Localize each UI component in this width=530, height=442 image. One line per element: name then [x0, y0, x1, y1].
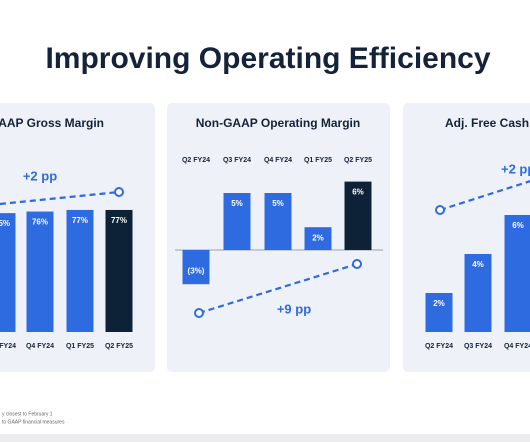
x-tick-label: Q1 FY25 — [304, 157, 332, 164]
trend-line — [439, 180, 530, 212]
trend-point — [194, 308, 204, 318]
x-tick-label: Q2 FY24 — [182, 157, 210, 164]
bar — [344, 181, 372, 250]
x-tick-label: Q2 FY25 — [105, 343, 133, 350]
panel-title: Adj. Free Cash F — [445, 116, 530, 130]
bottom-band — [0, 434, 530, 442]
annotation: +2 pp — [23, 168, 57, 183]
bar — [425, 293, 453, 332]
x-tick-label: Q4 FY24 — [264, 157, 292, 164]
trend-line — [198, 262, 358, 315]
footnote: y closest to February 1 — [2, 411, 53, 417]
bar — [464, 254, 492, 332]
value-label: (3%) — [188, 266, 205, 275]
bar — [264, 193, 292, 250]
x-tick-label: Q3 FY24 — [464, 343, 492, 350]
annotation: +2 pp — [501, 161, 530, 176]
value-label: 6% — [352, 188, 364, 197]
value-label: 77% — [111, 216, 127, 225]
x-tick-label: Q2 FY24 — [425, 343, 453, 350]
value-label: 2% — [433, 299, 445, 308]
value-label: 2% — [312, 233, 324, 242]
value-label: 4% — [472, 260, 484, 269]
x-tick-label: Q3 FY24 — [223, 157, 251, 164]
panel-title: Non-GAAP Operating Margin — [196, 116, 360, 130]
trend-point — [352, 259, 362, 269]
value-label: 75% — [0, 219, 10, 228]
value-label: 5% — [231, 199, 243, 208]
bar — [105, 209, 133, 332]
slide-title: Improving Operating Efficiency — [45, 42, 490, 75]
bar — [504, 215, 530, 332]
bar — [0, 213, 16, 332]
x-tick-label: Q1 FY25 — [66, 343, 94, 350]
x-tick-label: Q2 FY25 — [344, 157, 372, 164]
bar — [304, 227, 332, 250]
x-tick-label: Q4 FY24 — [504, 343, 530, 350]
trend-line — [0, 190, 120, 206]
x-tick-label: Q3 FY24 — [0, 343, 16, 350]
value-label: 76% — [32, 218, 48, 227]
trend-point — [114, 187, 124, 197]
bar — [26, 211, 54, 332]
x-tick-label: Q4 FY24 — [26, 343, 54, 350]
value-label: 5% — [272, 199, 284, 208]
bar — [182, 250, 210, 285]
footnote: to GAAP financial measures — [2, 419, 65, 425]
trend-point — [435, 205, 445, 215]
annotation: +9 pp — [277, 301, 311, 316]
value-label: 77% — [72, 216, 88, 225]
bar — [66, 209, 94, 332]
panel-title: Non-GAAP Gross Margin — [0, 116, 104, 130]
value-label: 6% — [512, 221, 524, 230]
bar — [223, 193, 251, 250]
